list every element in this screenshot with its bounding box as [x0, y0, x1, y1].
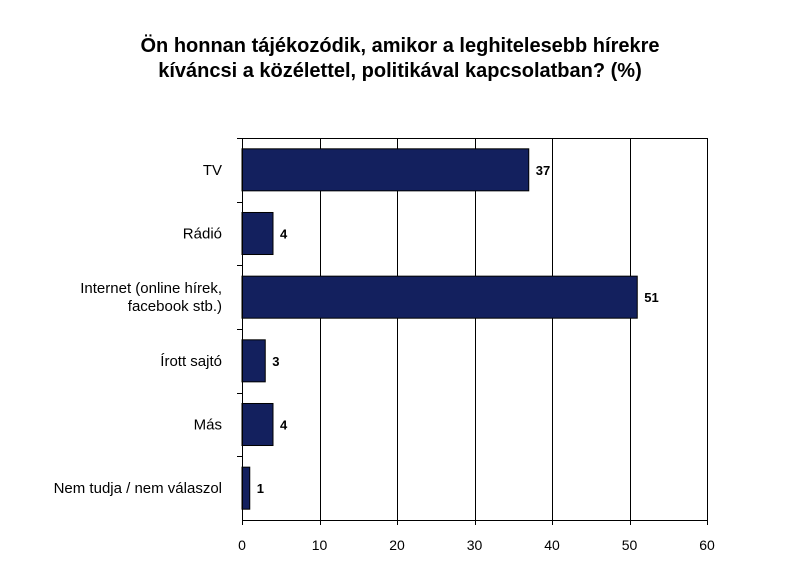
data-label: 51 [644, 290, 658, 305]
bar [241, 339, 266, 383]
bar [241, 402, 274, 447]
chart-title: Ön honnan tájékozódik, amikor a leghitel… [0, 34, 800, 84]
x-tick-label: 10 [312, 537, 328, 553]
data-label: 4 [280, 418, 288, 433]
category-label: Más [194, 417, 222, 434]
x-tick-label: 60 [699, 537, 715, 553]
x-tick-label: 50 [622, 537, 638, 553]
chart-title-line-2: kíváncsi a közélettel, politikával kapcs… [158, 60, 642, 82]
data-label: 3 [272, 354, 279, 369]
x-tick-label: 0 [238, 537, 246, 553]
plot-area-frame [242, 138, 708, 521]
category-label: TV [203, 162, 222, 179]
bar [241, 275, 638, 319]
bar [241, 466, 251, 510]
data-label: 37 [536, 163, 550, 178]
data-label: 1 [257, 481, 264, 496]
labels: 37 TV 4 Rádió 51 Internet (online hírek,faceb… [54, 162, 659, 497]
category-label: Internet (online hírek, [80, 280, 222, 297]
category-label: Nem tudja / nem válaszol [54, 480, 222, 497]
data-label: 4 [280, 227, 288, 242]
chart-title-line-1: Ön honnan tájékozódik, amikor a leghitel… [140, 35, 660, 57]
grid-lines [320, 138, 708, 520]
x-tick-label: 20 [389, 537, 405, 553]
axes: 0 10 20 30 40 50 60 [237, 138, 715, 553]
category-label: facebook stb.) [128, 298, 222, 315]
bar [241, 211, 274, 256]
category-label: Írott sajtó [160, 353, 222, 370]
x-tick-label: 30 [467, 537, 483, 553]
bars [241, 148, 638, 510]
x-tick-label: 40 [544, 537, 560, 553]
bar [241, 148, 530, 192]
category-label: Rádió [183, 226, 222, 243]
